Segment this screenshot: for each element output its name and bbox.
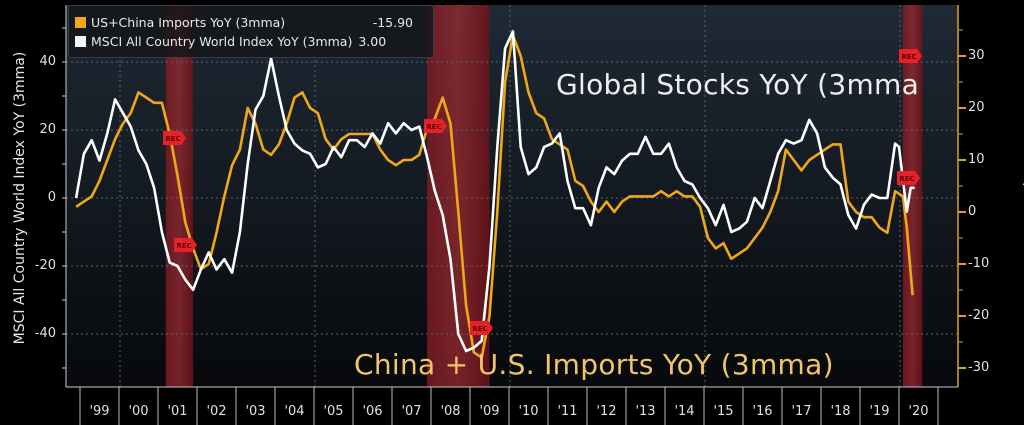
x-tick: '13 — [635, 404, 656, 419]
y-tick-right: -30 — [968, 360, 990, 375]
rec-marker: REC — [163, 131, 186, 145]
x-tick: '02 — [206, 404, 227, 419]
x-tick: '09 — [479, 404, 500, 419]
y-tick-left: -20 — [34, 258, 56, 273]
series-lines — [74, 30, 915, 359]
legend: US+China Imports YoY (3mma) -15.90 MSCI … — [68, 5, 434, 58]
x-tick: '06 — [362, 404, 383, 419]
x-tick: '11 — [557, 404, 578, 419]
y-tick-right: 20 — [968, 100, 985, 115]
svg-text:REC: REC — [426, 123, 441, 131]
y-tick-left: 20 — [39, 122, 56, 137]
svg-text:REC: REC — [901, 53, 916, 61]
rec-marker: REC — [424, 119, 447, 133]
rec-marker: REC — [897, 171, 920, 185]
rec-marker: REC — [899, 49, 922, 63]
x-tick: '20 — [908, 404, 929, 419]
legend-item-imports: US+China Imports YoY (3mma) -15.90 — [75, 14, 425, 30]
axes — [62, 5, 966, 425]
y-tick-right: -10 — [968, 256, 990, 271]
y-tick-right: -20 — [968, 308, 990, 323]
legend-value: 3.00 — [358, 33, 387, 49]
x-tick: '04 — [284, 404, 305, 419]
legend-swatch-imports — [75, 16, 86, 28]
x-tick: '00 — [128, 404, 149, 419]
x-tick: '18 — [830, 404, 851, 419]
y-tick-right: 10 — [968, 152, 985, 167]
x-tick: '14 — [674, 404, 695, 419]
x-tick: '01 — [167, 404, 188, 419]
x-tick: '15 — [713, 404, 734, 419]
x-tick: '08 — [440, 404, 461, 419]
legend-value: -15.90 — [372, 14, 413, 30]
x-tick: '16 — [752, 404, 773, 419]
x-tick: '07 — [401, 404, 422, 419]
legend-label: US+China Imports YoY (3mma) — [91, 14, 286, 30]
annotation-global-stocks: Global Stocks YoY (3mma — [556, 68, 920, 101]
svg-text:REC: REC — [899, 175, 914, 183]
legend-item-msci: MSCI All Country World Index YoY (3mma) … — [75, 33, 386, 49]
recession-band — [165, 5, 194, 387]
svg-text:REC: REC — [165, 135, 180, 143]
rec-marker: REC — [174, 238, 197, 252]
recession-band — [902, 5, 923, 387]
annotation-imports: China + U.S. Imports YoY (3mma) — [354, 348, 834, 381]
series-line — [74, 30, 915, 353]
svg-text:REC: REC — [472, 325, 487, 333]
x-tick: '19 — [869, 404, 890, 419]
x-tick: '99 — [89, 404, 110, 419]
y-tick-right: 30 — [968, 48, 985, 63]
legend-label: MSCI All Country World Index YoY (3mma) — [91, 33, 353, 49]
y-tick-left: 0 — [47, 190, 56, 205]
y-tick-left: -40 — [34, 326, 56, 341]
x-tick: '03 — [245, 404, 266, 419]
series-line — [75, 33, 914, 359]
x-tick: '12 — [596, 404, 617, 419]
legend-swatch-msci — [75, 35, 86, 47]
svg-text:REC: REC — [176, 242, 191, 250]
y-tick-left: 40 — [39, 54, 56, 69]
x-tick: '17 — [791, 404, 812, 419]
rec-marker: REC — [470, 321, 493, 335]
plot-area — [66, 5, 958, 387]
x-tick: '05 — [323, 404, 344, 419]
y-tick-right: 0 — [968, 204, 977, 219]
recession-markers: REC REC REC REC REC REC — [163, 49, 922, 335]
x-tick: '10 — [518, 404, 539, 419]
